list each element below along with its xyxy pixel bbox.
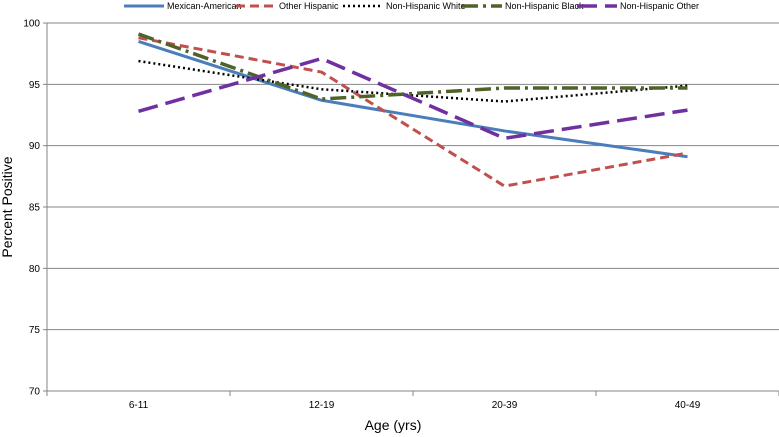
series-line-non-hispanic-other (138, 56, 688, 141)
legend-label: Non-Hispanic Other (620, 1, 699, 11)
legend-label: Mexican-American (167, 1, 242, 11)
series-lines (137, 32, 688, 188)
x-tick-label: 6-11 (129, 400, 149, 411)
series-line-non-hispanic-white (138, 59, 688, 103)
y-tick-label: 95 (29, 80, 41, 91)
y-axis-title: Percent Positive (0, 156, 15, 257)
y-tick-label: 100 (23, 19, 40, 30)
y-tick-label: 90 (29, 141, 41, 152)
y-tick-label: 70 (29, 387, 41, 398)
x-tick-label: 40-49 (675, 400, 701, 411)
series-line-other-hispanic (138, 36, 688, 188)
series-line-non-hispanic-black (137, 32, 688, 101)
legend-label: Non-Hispanic White (386, 1, 466, 11)
x-axis-title: Age (yrs) (365, 417, 422, 433)
y-tick-label: 80 (29, 264, 41, 275)
gridlines (47, 22, 779, 392)
x-tick-label: 12-19 (309, 400, 335, 411)
legend-label: Other Hispanic (279, 1, 339, 11)
axes (43, 22, 779, 396)
y-tick-label: 75 (29, 325, 41, 336)
y-tick-label: 85 (29, 203, 41, 214)
x-tick-label: 20-39 (492, 400, 518, 411)
tick-labels: 70 75 80 85 90 95 100 6-11 12-19 20-39 40-49 (23, 19, 700, 412)
series-line-mexican-american (138, 39, 688, 159)
legend-label: Non-Hispanic Black (505, 1, 584, 11)
legend: Mexican-American Other Hispanic Non-Hispan… (124, 1, 699, 11)
